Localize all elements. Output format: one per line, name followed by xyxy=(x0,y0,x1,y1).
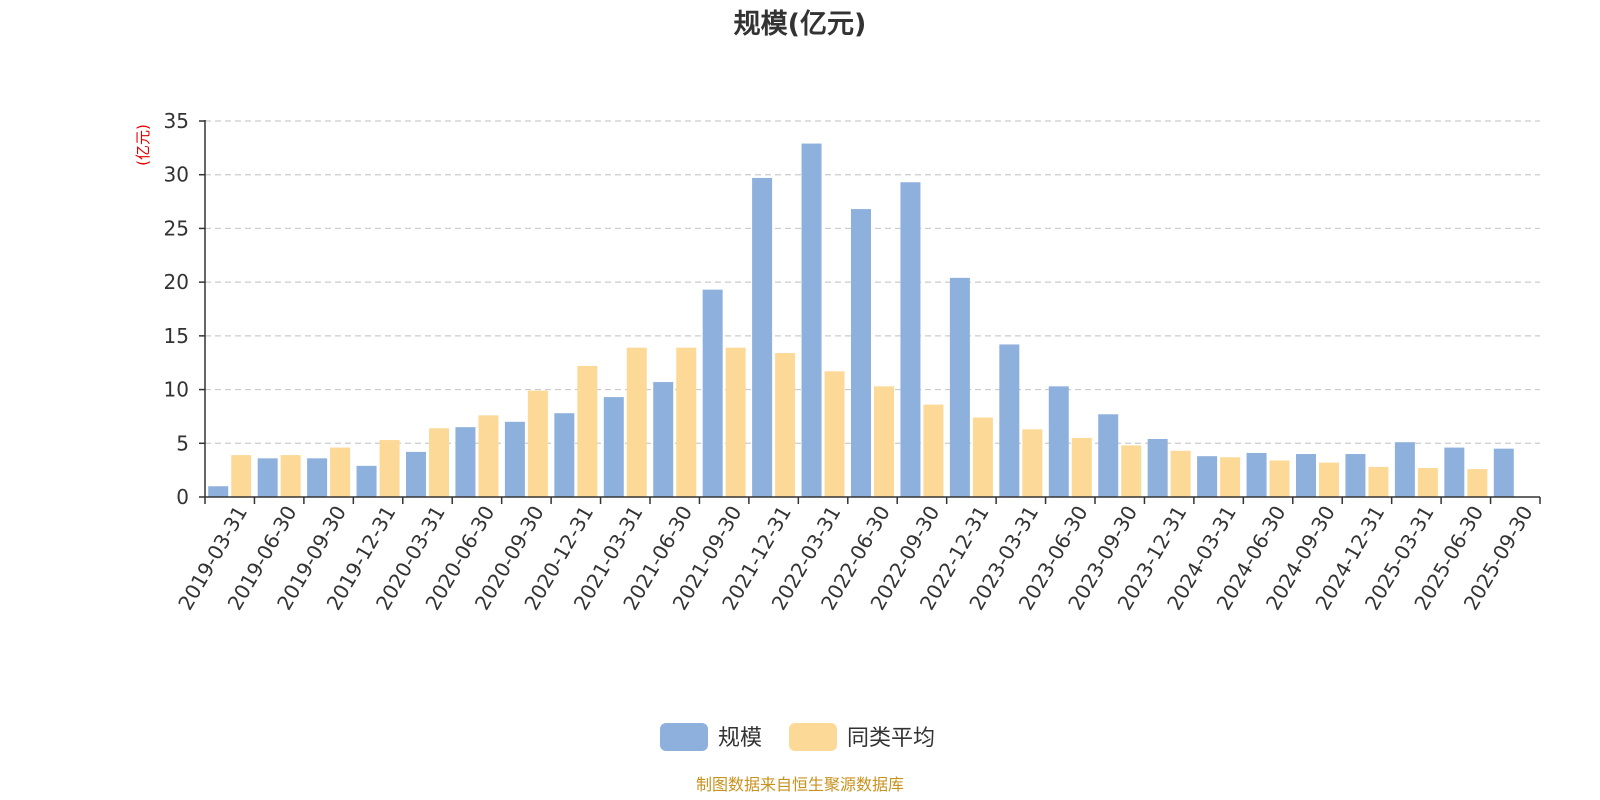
bar-peer-avg xyxy=(280,455,301,497)
bar-scale xyxy=(900,182,921,497)
grid-lines xyxy=(205,120,1540,444)
bar-peer-avg xyxy=(923,404,944,497)
bar-scale xyxy=(1493,448,1514,497)
bar-scale xyxy=(851,209,871,497)
bar-peer-avg xyxy=(330,447,351,497)
bar-peer-avg xyxy=(1121,445,1142,497)
y-tick-label: 20 xyxy=(164,270,189,294)
bar-peer-avg xyxy=(577,365,598,497)
bar-scale xyxy=(307,458,328,497)
bar-scale xyxy=(406,451,426,497)
bar-peer-avg xyxy=(1467,469,1488,497)
bar-peer-avg xyxy=(775,353,796,497)
bar-peer-avg xyxy=(1220,457,1241,497)
data-source-note: 制图数据来自恒生聚源数据库 xyxy=(696,775,904,794)
bar-scale xyxy=(603,397,624,497)
bar-scale xyxy=(1048,386,1069,497)
bars xyxy=(208,143,1514,498)
bar-peer-avg xyxy=(874,386,894,497)
y-axis-unit-label: (亿元) xyxy=(134,124,152,166)
bar-scale xyxy=(1345,454,1366,497)
bar-peer-avg xyxy=(1170,450,1191,497)
bar-peer-avg xyxy=(1022,429,1043,497)
bar-scale xyxy=(257,458,278,497)
y-tick-label: 10 xyxy=(164,378,189,402)
legend-label: 同类平均 xyxy=(847,726,935,751)
bar-scale xyxy=(504,421,525,497)
bar-peer-avg xyxy=(527,390,548,497)
bar-scale xyxy=(1147,438,1168,497)
y-tick-label: 30 xyxy=(164,163,189,187)
bar-peer-avg xyxy=(379,440,400,497)
bar-peer-avg xyxy=(1071,437,1092,497)
bar-scale xyxy=(801,143,822,497)
bar-scale xyxy=(455,427,476,497)
bar-peer-avg xyxy=(1417,467,1438,497)
bar-scale xyxy=(949,277,970,497)
bar-scale xyxy=(208,486,229,497)
legend: 规模 同类平均 xyxy=(660,723,935,751)
bar-scale xyxy=(999,344,1020,497)
bar-peer-avg xyxy=(725,347,746,497)
legend-swatch xyxy=(660,723,708,751)
bar-peer-avg xyxy=(1269,460,1290,497)
bar-scale xyxy=(356,465,377,497)
bar-scale xyxy=(752,177,773,498)
chart-title: 规模(亿元) xyxy=(734,9,867,40)
bar-scale xyxy=(1394,442,1415,497)
legend-label: 规模 xyxy=(718,726,762,751)
bar-scale xyxy=(1296,454,1316,497)
y-tick-label: 15 xyxy=(164,324,189,348)
legend-swatch xyxy=(789,723,837,751)
bar-scale xyxy=(1246,452,1267,497)
y-tick-label: 0 xyxy=(176,485,189,509)
bar-peer-avg xyxy=(972,417,993,497)
bar-scale xyxy=(702,289,723,497)
y-tick-label: 5 xyxy=(176,431,189,455)
bar-scale xyxy=(653,382,674,497)
bar-peer-avg xyxy=(478,415,499,497)
bar-peer-avg xyxy=(231,455,252,497)
bar-peer-avg xyxy=(824,371,845,497)
y-tick-label: 25 xyxy=(164,216,189,240)
bar-scale xyxy=(1444,447,1465,497)
bar-scale xyxy=(554,413,575,497)
bar-scale xyxy=(1098,414,1119,497)
y-tick-label: 35 xyxy=(164,109,189,133)
bar-peer-avg xyxy=(1368,466,1389,497)
bar-peer-avg xyxy=(626,347,647,497)
bar-peer-avg xyxy=(676,347,697,497)
bar-peer-avg xyxy=(1319,462,1339,497)
bar-peer-avg xyxy=(429,428,449,497)
bar-scale xyxy=(1197,456,1218,497)
